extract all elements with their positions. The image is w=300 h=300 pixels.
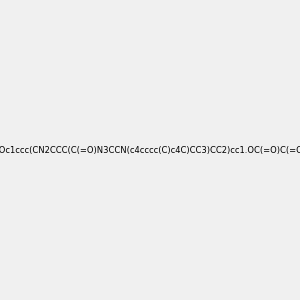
Text: CCOc1ccc(CN2CCC(C(=O)N3CCN(c4cccc(C)c4C)CC3)CC2)cc1.OC(=O)C(=O)O: CCOc1ccc(CN2CCC(C(=O)N3CCN(c4cccc(C)c4C)… (0, 146, 300, 154)
